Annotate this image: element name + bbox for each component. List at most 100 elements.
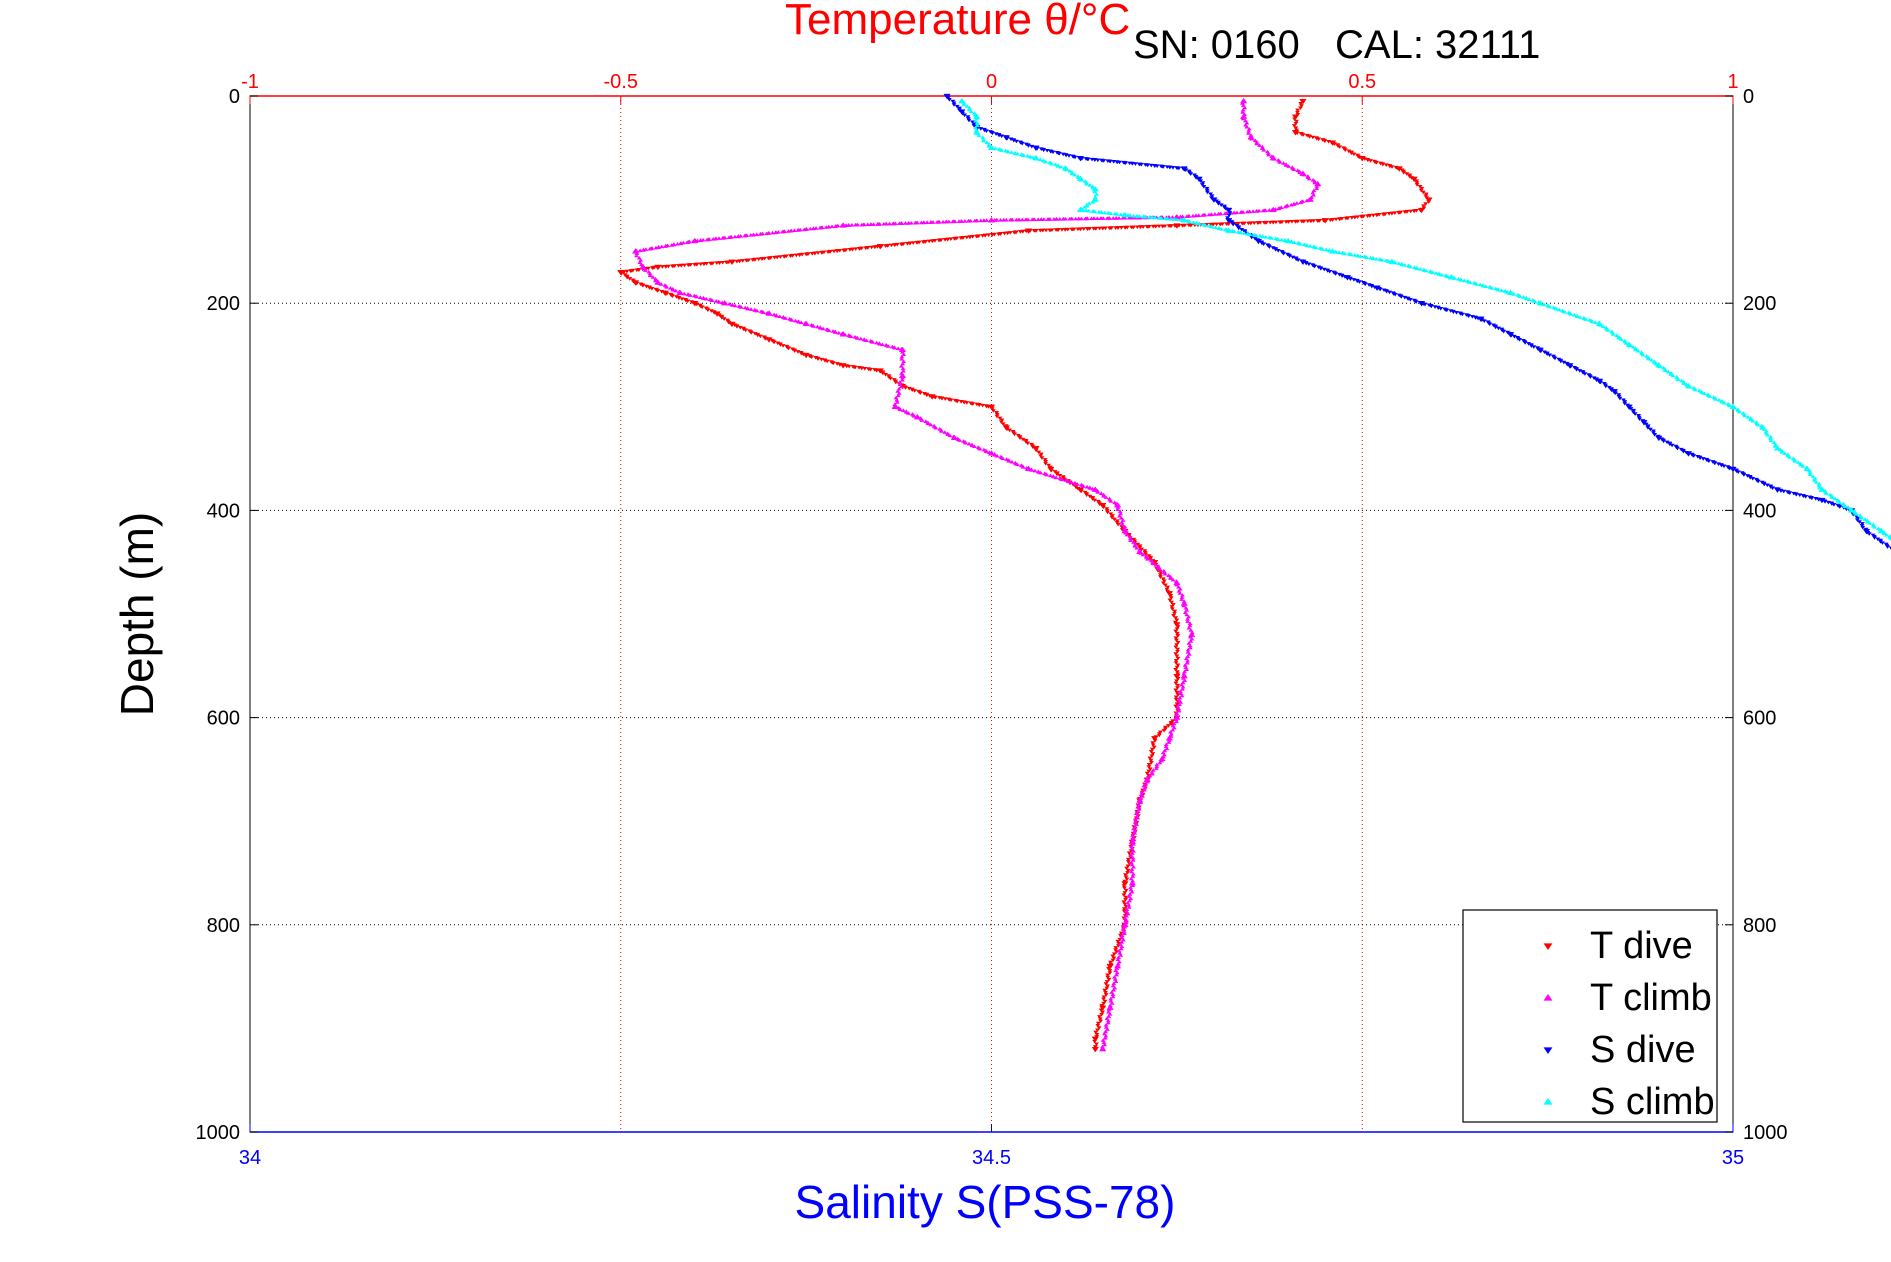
data-point xyxy=(1176,708,1182,713)
data-point xyxy=(1084,181,1090,186)
data-point xyxy=(653,276,659,281)
data-point xyxy=(1086,208,1092,213)
data-point xyxy=(1123,161,1129,165)
data-point xyxy=(1121,929,1127,933)
data-point xyxy=(789,318,795,322)
data-point xyxy=(1094,1032,1100,1037)
data-point xyxy=(1124,877,1130,882)
data-point xyxy=(1252,237,1258,241)
data-point xyxy=(1175,649,1180,654)
data-point xyxy=(1277,220,1283,225)
data-point xyxy=(1316,137,1322,142)
data-point xyxy=(1306,262,1312,267)
data-point xyxy=(1094,216,1100,220)
data-point xyxy=(1768,438,1774,443)
data-point xyxy=(1101,995,1107,999)
data-point xyxy=(1172,611,1177,616)
data-point xyxy=(1173,673,1181,680)
data-point xyxy=(1121,893,1127,898)
data-point xyxy=(1408,264,1413,269)
data-point xyxy=(823,225,829,229)
data-point xyxy=(1605,328,1611,332)
data-point xyxy=(1240,107,1246,112)
data-point xyxy=(1050,150,1056,155)
data-point xyxy=(1768,436,1774,441)
data-point xyxy=(1004,427,1010,431)
data-point xyxy=(848,334,854,339)
data-point xyxy=(637,248,643,253)
data-point xyxy=(1125,868,1131,873)
data-point xyxy=(1110,954,1116,959)
data-point xyxy=(732,234,738,239)
data-point xyxy=(868,222,874,227)
data-point xyxy=(1577,315,1583,319)
data-point xyxy=(1055,164,1061,168)
data-point xyxy=(662,244,668,248)
right-tick-label: 600 xyxy=(1743,708,1776,730)
data-point xyxy=(1398,295,1404,299)
data-point xyxy=(1582,372,1588,376)
data-point xyxy=(1183,168,1189,172)
data-point xyxy=(771,340,777,345)
data-point xyxy=(1750,476,1756,481)
data-point xyxy=(1282,204,1288,209)
data-point xyxy=(1872,525,1878,529)
data-point xyxy=(1370,213,1376,218)
data-point xyxy=(869,245,875,250)
data-point xyxy=(818,326,823,330)
data-point xyxy=(1343,216,1349,221)
data-point xyxy=(1588,375,1593,379)
data-point xyxy=(773,230,779,235)
data-point xyxy=(972,444,977,448)
data-point xyxy=(1172,609,1178,614)
data-point xyxy=(1082,205,1087,209)
data-point xyxy=(1829,495,1835,499)
data-point xyxy=(1101,1040,1107,1045)
data-point xyxy=(1266,208,1272,212)
data-point xyxy=(1095,1024,1101,1028)
data-point xyxy=(743,328,748,333)
data-point xyxy=(1000,456,1006,461)
data-point xyxy=(1279,237,1285,242)
data-point xyxy=(1414,181,1420,185)
data-point xyxy=(698,262,704,267)
x-axis-title: Salinity S(PSS-78) xyxy=(795,1176,1176,1228)
data-point xyxy=(638,258,644,262)
data-point xyxy=(868,367,873,372)
data-point xyxy=(897,221,902,226)
data-point xyxy=(1389,165,1395,169)
data-point xyxy=(1105,510,1110,515)
data-point xyxy=(1108,211,1114,216)
data-point xyxy=(1017,436,1023,441)
data-point xyxy=(659,244,665,249)
data-point xyxy=(1134,545,1140,550)
data-point xyxy=(1174,711,1180,715)
data-point xyxy=(1180,223,1185,228)
data-point xyxy=(1735,470,1741,474)
data-point xyxy=(1160,581,1166,586)
data-point xyxy=(1741,473,1747,477)
data-point xyxy=(900,375,905,380)
data-point xyxy=(1402,263,1407,267)
data-point xyxy=(1049,161,1055,166)
data-point xyxy=(744,258,749,263)
data-point xyxy=(1887,535,1891,540)
data-point xyxy=(678,291,684,295)
data-point xyxy=(1187,645,1193,650)
data-point xyxy=(1260,234,1266,239)
data-point xyxy=(1029,217,1035,222)
data-point xyxy=(1167,598,1173,603)
data-point xyxy=(758,334,763,339)
data-point xyxy=(1197,221,1202,226)
data-point xyxy=(1209,194,1215,198)
data-point xyxy=(1267,220,1273,225)
data-point xyxy=(1291,167,1297,171)
data-point xyxy=(1348,252,1354,257)
data-point xyxy=(1260,208,1266,213)
data-point xyxy=(1244,124,1250,129)
data-point xyxy=(1764,483,1770,488)
data-point xyxy=(1283,163,1289,167)
data-point xyxy=(791,228,797,233)
data-point xyxy=(1205,190,1210,195)
